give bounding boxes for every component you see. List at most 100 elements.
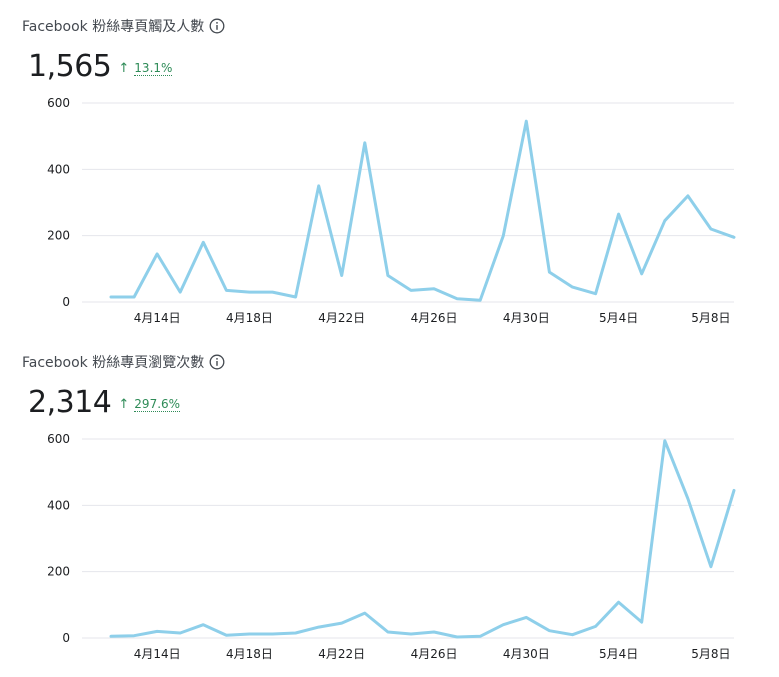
reach-data-point[interactable] [545, 268, 553, 276]
reach-data-point[interactable] [107, 293, 115, 301]
views-data-point[interactable] [476, 632, 484, 640]
reach-trend: ↑ 13.1% [118, 60, 173, 76]
reach-x-tick-label: 5月4日 [599, 311, 638, 325]
views-change[interactable]: 297.6% [134, 396, 181, 412]
reach-data-point[interactable] [430, 285, 438, 293]
reach-data-point[interactable] [730, 233, 738, 241]
views-title: Facebook 粉絲專頁瀏覽次數 [22, 355, 205, 371]
views-data-point[interactable] [384, 628, 392, 636]
views-data-point[interactable] [499, 621, 507, 629]
views-y-tick-label: 600 [47, 432, 70, 446]
reach-data-point[interactable] [130, 293, 138, 301]
reach-data-point[interactable] [569, 283, 577, 291]
reach-data-point[interactable] [476, 296, 484, 304]
reach-x-tick-label: 4月26日 [411, 311, 458, 325]
reach-y-tick-label: 0 [62, 295, 70, 309]
views-data-point[interactable] [407, 630, 415, 638]
reach-x-tick-label: 4月30日 [503, 311, 550, 325]
reach-data-point[interactable] [407, 286, 415, 294]
views-data-point[interactable] [569, 631, 577, 639]
reach-line-chart: 0 200 400 600 4月14日 4月18日 4月22日 4月26日 4月30日 5月4日 5… [47, 96, 738, 325]
views-x-tick-label: 4月22日 [318, 647, 365, 661]
reach-x-tick-label: 5月8日 [691, 311, 730, 325]
views-data-point[interactable] [361, 609, 369, 617]
views-total: 2,314 [28, 385, 112, 420]
reach-x-tick-label: 4月14日 [134, 311, 181, 325]
reach-data-point[interactable] [638, 270, 646, 278]
arrow-up-icon: ↑ [118, 397, 130, 412]
views-data-point[interactable] [707, 563, 715, 571]
views-x-tick-label: 4月14日 [134, 647, 181, 661]
reach-data-point[interactable] [522, 117, 530, 125]
views-y-tick-label: 200 [47, 565, 70, 579]
views-data-point[interactable] [338, 619, 346, 627]
views-data-point[interactable] [107, 632, 115, 640]
views-data-point[interactable] [130, 632, 138, 640]
reach-y-tick-label: 200 [47, 229, 70, 243]
views-y-tick-label: 0 [62, 631, 70, 645]
views-series-line [109, 439, 736, 639]
reach-data-point[interactable] [292, 293, 300, 301]
views-data-point[interactable] [430, 628, 438, 636]
reach-title: Facebook 粉絲專頁觸及人數 [22, 19, 205, 35]
reach-data-point[interactable] [453, 295, 461, 303]
reach-data-point[interactable] [499, 232, 507, 240]
views-data-point[interactable] [592, 622, 600, 630]
views-data-point[interactable] [269, 630, 277, 638]
reach-total: 1,565 [28, 49, 112, 84]
views-data-point[interactable] [615, 598, 623, 606]
views-data-point[interactable] [522, 613, 530, 621]
views-data-point[interactable] [153, 627, 161, 635]
reach-data-point[interactable] [176, 288, 184, 296]
views-x-tick-label: 5月8日 [691, 647, 730, 661]
reach-x-tick-label: 4月22日 [318, 311, 365, 325]
views-data-point[interactable] [638, 618, 646, 626]
reach-x-tick-label: 4月18日 [226, 311, 273, 325]
views-data-point[interactable] [199, 621, 207, 629]
arrow-up-icon: ↑ [118, 61, 130, 76]
views-data-point[interactable] [453, 633, 461, 641]
views-data-point[interactable] [730, 486, 738, 494]
views-x-tick-label: 4月18日 [226, 647, 273, 661]
reach-data-point[interactable] [684, 192, 692, 200]
reach-data-point[interactable] [315, 182, 323, 190]
reach-header: Facebook 粉絲專頁觸及人數 [22, 16, 225, 36]
views-x-tick-label: 4月30日 [503, 647, 550, 661]
views-line-chart: 0 200 400 600 4月14日 4月18日 4月22日 4月26日 4月30日 5月4日 5… [47, 432, 738, 661]
reach-data-point[interactable] [153, 250, 161, 258]
views-data-point[interactable] [661, 437, 669, 445]
views-data-point[interactable] [222, 631, 230, 639]
reach-panel: Facebook 粉絲專頁觸及人數 1,565 ↑ 13.1% 0 200 400 6… [0, 0, 779, 336]
reach-data-point[interactable] [707, 225, 715, 233]
views-data-point[interactable] [315, 623, 323, 631]
info-circle-icon[interactable] [209, 18, 225, 34]
reach-data-point[interactable] [245, 288, 253, 296]
reach-y-tick-label: 400 [47, 162, 70, 176]
views-data-point[interactable] [545, 627, 553, 635]
reach-data-point[interactable] [269, 288, 277, 296]
views-data-point[interactable] [684, 495, 692, 503]
views-metric: 2,314 ↑ 297.6% [28, 385, 181, 421]
reach-series-line [109, 119, 736, 302]
reach-data-point[interactable] [592, 290, 600, 298]
views-x-tick-label: 5月4日 [599, 647, 638, 661]
info-circle-icon[interactable] [209, 354, 225, 370]
views-header: Facebook 粉絲專頁瀏覽次數 [22, 352, 225, 372]
reach-data-point[interactable] [338, 272, 346, 280]
views-x-tick-label: 4月26日 [411, 647, 458, 661]
views-y-tick-label: 400 [47, 498, 70, 512]
reach-data-point[interactable] [384, 272, 392, 280]
reach-data-point[interactable] [615, 210, 623, 218]
views-data-point[interactable] [292, 629, 300, 637]
reach-data-point[interactable] [361, 139, 369, 147]
reach-data-point[interactable] [222, 286, 230, 294]
reach-data-point[interactable] [661, 217, 669, 225]
views-data-point[interactable] [245, 630, 253, 638]
reach-data-point[interactable] [199, 238, 207, 246]
views-trend: ↑ 297.6% [118, 396, 181, 412]
reach-change[interactable]: 13.1% [134, 60, 173, 76]
views-data-point[interactable] [176, 629, 184, 637]
reach-y-tick-label: 600 [47, 96, 70, 110]
reach-metric: 1,565 ↑ 13.1% [28, 49, 173, 85]
views-panel: Facebook 粉絲專頁瀏覽次數 2,314 ↑ 297.6% 0 200 400… [0, 336, 779, 677]
